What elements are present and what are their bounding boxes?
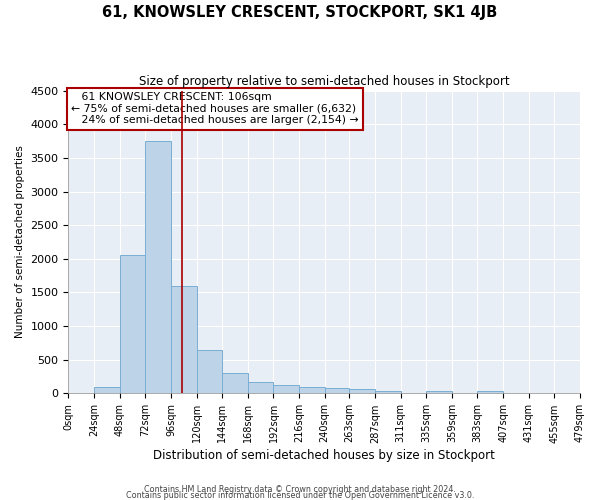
Bar <box>325 388 349 394</box>
Text: 61, KNOWSLEY CRESCENT, STOCKPORT, SK1 4JB: 61, KNOWSLEY CRESCENT, STOCKPORT, SK1 4J… <box>103 5 497 20</box>
Bar <box>248 382 274 394</box>
Bar <box>274 384 299 394</box>
Bar <box>375 392 401 394</box>
Bar <box>426 392 452 394</box>
Text: Contains HM Land Registry data © Crown copyright and database right 2024.: Contains HM Land Registry data © Crown c… <box>144 485 456 494</box>
Bar <box>349 390 375 394</box>
Title: Size of property relative to semi-detached houses in Stockport: Size of property relative to semi-detach… <box>139 75 509 88</box>
Bar <box>222 374 248 394</box>
Bar <box>299 386 325 394</box>
Text: Contains public sector information licensed under the Open Government Licence v3: Contains public sector information licen… <box>126 490 474 500</box>
Bar <box>119 256 145 394</box>
Bar <box>171 286 197 394</box>
Bar <box>94 386 119 394</box>
Bar <box>145 141 171 394</box>
Bar <box>197 350 222 394</box>
Text: 61 KNOWSLEY CRESCENT: 106sqm
← 75% of semi-detached houses are smaller (6,632)
 : 61 KNOWSLEY CRESCENT: 106sqm ← 75% of se… <box>71 92 359 126</box>
X-axis label: Distribution of semi-detached houses by size in Stockport: Distribution of semi-detached houses by … <box>153 450 495 462</box>
Y-axis label: Number of semi-detached properties: Number of semi-detached properties <box>15 146 25 338</box>
Bar <box>478 392 503 394</box>
